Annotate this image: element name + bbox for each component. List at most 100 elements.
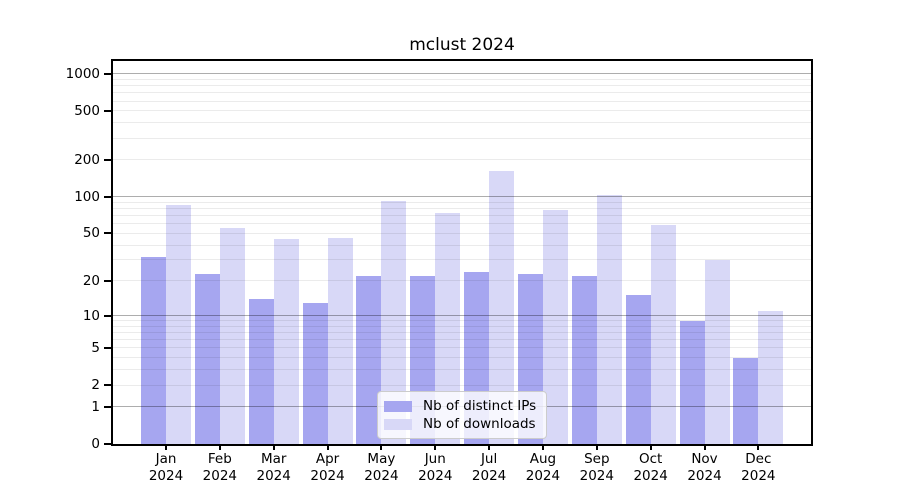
gridline-major-10 (113, 315, 811, 316)
gridline-minor-900 (113, 78, 811, 80)
gridline-major-100 (113, 196, 811, 198)
bar-distinct-ips-apr (302, 302, 328, 444)
y-tick-label-5: 5 (91, 339, 100, 356)
x-tick-label-oct: Oct 2024 (623, 451, 679, 485)
x-tick-label-sep: Sep 2024 (569, 451, 625, 485)
x-tick-year: 2024 (687, 468, 722, 484)
gridline-minor-70 (113, 215, 811, 217)
x-tick-month: May (367, 451, 396, 467)
x-tick-label-dec: Dec 2024 (730, 451, 786, 485)
bar-distinct-ips-oct (625, 295, 651, 444)
y-tick-1 (104, 405, 111, 408)
x-tick-oct (649, 444, 652, 450)
y-tick-label-20: 20 (82, 272, 100, 289)
x-tick-jan (165, 444, 167, 450)
x-tick-year: 2024 (310, 468, 345, 484)
x-tick-label-mar: Mar 2024 (246, 451, 302, 485)
legend: Nb of distinct IPs Nb of downloads (377, 391, 548, 439)
bar-downloads-feb (219, 228, 245, 444)
x-tick-label-may: May 2024 (353, 451, 409, 485)
bar-downloads-jan (166, 204, 191, 444)
x-tick-year: 2024 (148, 468, 184, 484)
x-tick-month: Jul (480, 451, 498, 467)
x-tick-month: Jan (155, 451, 177, 467)
x-tick-mar (272, 444, 275, 450)
bar-downloads-nov (704, 259, 730, 444)
x-tick-label-jan: Jan 2024 (138, 451, 194, 485)
bar-distinct-ips-dec (733, 357, 759, 444)
gridline-minor-200 (113, 159, 811, 161)
bar-distinct-ips-feb (194, 273, 220, 444)
x-tick-jun (434, 444, 437, 450)
bar-distinct-ips-sep (571, 275, 597, 444)
bar-downloads-aug (542, 209, 568, 444)
legend-label-downloads: Nb of downloads (423, 416, 536, 432)
x-tick-month: Aug (529, 451, 557, 467)
gridline-minor-8 (113, 325, 811, 327)
y-tick-5 (104, 346, 111, 349)
x-tick-year: 2024 (741, 468, 776, 484)
x-tick-month: Sep (584, 451, 610, 467)
x-tick-apr (326, 444, 329, 450)
y-tick-500 (104, 109, 111, 112)
x-tick-year: 2024 (364, 468, 399, 484)
x-tick-year: 2024 (256, 468, 291, 484)
y-tick-2 (104, 384, 111, 387)
x-tick-year: 2024 (418, 468, 453, 484)
legend-swatch-distinct-ips-icon (384, 400, 412, 412)
y-tick-label-500: 500 (74, 102, 100, 119)
gridline-minor-90 (113, 201, 811, 203)
y-tick-100 (104, 195, 111, 198)
y-tick-label-10: 10 (82, 307, 100, 324)
chart-title: mclust 2024 (409, 35, 515, 55)
x-tick-feb (218, 444, 221, 450)
x-tick-may (380, 444, 383, 450)
x-tick-year: 2024 (579, 468, 614, 484)
x-tick-label-aug: Aug 2024 (515, 451, 571, 485)
gridline-minor-7 (113, 332, 811, 334)
gridline-minor-800 (113, 85, 811, 87)
gridline-minor-80 (113, 208, 811, 210)
gridline-minor-9 (113, 320, 811, 322)
x-tick-label-jun: Jun 2024 (407, 451, 463, 485)
x-tick-label-apr: Apr 2024 (300, 451, 356, 485)
x-tick-month: Nov (691, 451, 718, 467)
y-tick-label-200: 200 (74, 151, 100, 168)
gridline-minor-3 (113, 369, 811, 371)
x-tick-month: Feb (207, 451, 232, 467)
plot-area (111, 59, 813, 446)
legend-item-downloads: Nb of downloads (384, 416, 536, 432)
bar-downloads-apr (327, 237, 353, 444)
bar-downloads-sep (596, 195, 622, 444)
legend-swatch-downloads-icon (384, 418, 412, 430)
x-tick-jul (488, 444, 491, 450)
gridline-minor-6 (113, 339, 811, 341)
y-tick-label-100: 100 (74, 188, 100, 205)
bar-distinct-ips-jan (141, 256, 166, 444)
gridline-minor-5 (113, 347, 811, 349)
gridline-minor-4 (113, 357, 811, 359)
y-tick-label-1: 1 (91, 398, 100, 415)
gridline-minor-300 (113, 137, 811, 139)
gridline-minor-2 (113, 384, 811, 386)
x-tick-month: Dec (745, 451, 772, 467)
x-tick-label-nov: Nov 2024 (677, 451, 733, 485)
gridline-minor-50 (113, 232, 811, 234)
y-tick-1000 (104, 72, 111, 75)
gridline-minor-400 (113, 122, 811, 124)
x-tick-aug (541, 444, 544, 450)
x-tick-month: Oct (638, 451, 663, 467)
y-tick-0 (104, 443, 111, 445)
x-tick-year: 2024 (633, 468, 668, 484)
y-tick-200 (104, 158, 111, 161)
y-tick-label-1000: 1000 (65, 65, 100, 82)
gridline-minor-600 (113, 100, 811, 102)
y-tick-10 (104, 314, 111, 317)
gridline-minor-60 (113, 223, 811, 225)
grid-layer (113, 61, 811, 444)
x-tick-dec (757, 444, 760, 450)
x-tick-nov (703, 444, 706, 450)
x-tick-month: Apr (315, 451, 340, 467)
x-tick-year: 2024 (202, 468, 238, 484)
